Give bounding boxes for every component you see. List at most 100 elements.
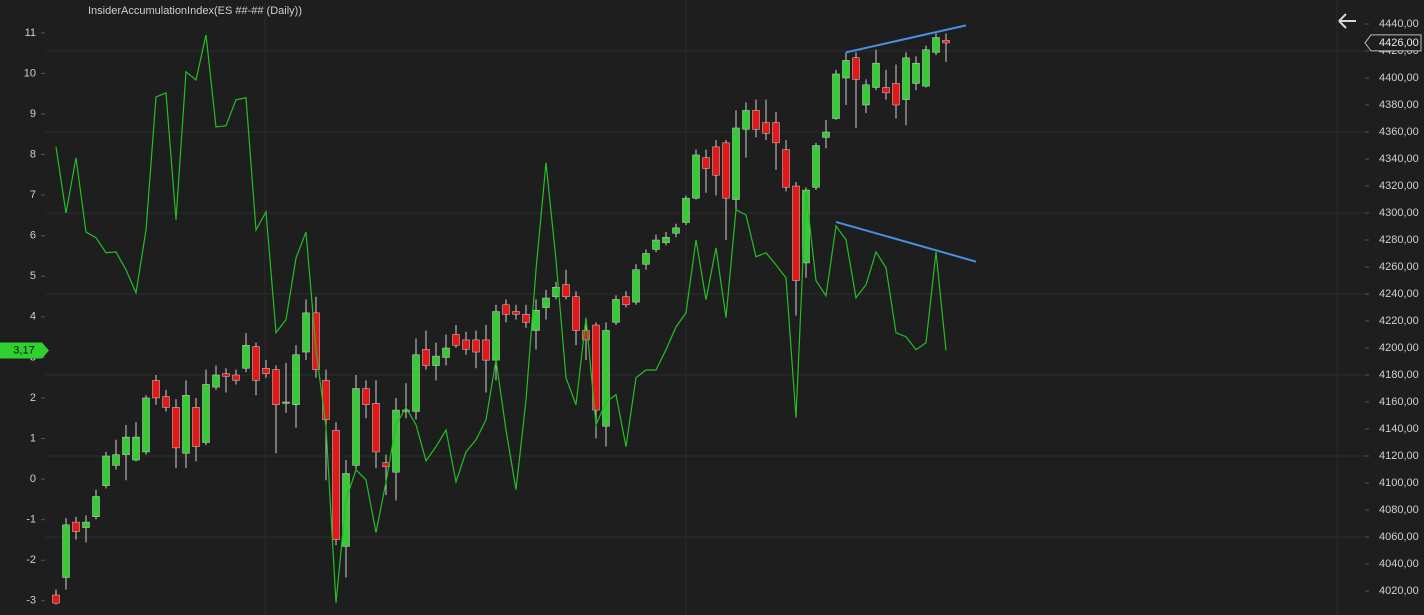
value-marker xyxy=(1364,34,1422,52)
candle-body xyxy=(912,62,920,84)
candle-body xyxy=(102,455,110,486)
y2-tick-label: 4140,00 xyxy=(1379,423,1419,435)
candle-body xyxy=(782,149,790,188)
candle-body xyxy=(592,324,600,411)
candle-body xyxy=(162,396,170,408)
y-tick-label: 4 xyxy=(30,311,36,323)
y-tick-label: -3 xyxy=(26,595,36,607)
candle-body xyxy=(862,84,870,106)
y2-tick-label: 4180,00 xyxy=(1379,369,1419,381)
candle-body xyxy=(222,373,230,377)
candle-body xyxy=(832,73,840,119)
candle-body xyxy=(772,122,780,144)
candle-body xyxy=(272,369,280,405)
y2-tick-label: 4020,00 xyxy=(1379,585,1419,597)
y-tick-label: 2 xyxy=(30,392,36,404)
candle-body xyxy=(372,403,380,453)
candle-body xyxy=(752,110,760,130)
candle-body xyxy=(872,62,880,88)
candle-body xyxy=(412,354,420,412)
y2-tick-label: 4380,00 xyxy=(1379,99,1419,111)
candle-body xyxy=(112,454,120,466)
candle-body xyxy=(662,237,670,243)
candle-body xyxy=(922,49,930,87)
candle-body xyxy=(442,347,450,358)
candle-body xyxy=(252,346,260,381)
candle-body xyxy=(142,397,150,453)
candle-body xyxy=(212,374,220,388)
candle-body xyxy=(612,299,620,323)
candle-body xyxy=(192,407,200,447)
trendline xyxy=(835,220,977,263)
candle-body xyxy=(722,142,730,199)
y-tick-label: 10 xyxy=(24,67,36,79)
y-tick-label: 1 xyxy=(30,432,36,444)
trendline xyxy=(845,24,967,54)
candle-body xyxy=(742,110,750,130)
value-marker xyxy=(0,342,49,359)
candle-body xyxy=(402,409,410,412)
candle-body xyxy=(672,227,680,234)
candle-body xyxy=(942,39,950,44)
candle-body xyxy=(462,339,470,350)
candle-body xyxy=(182,394,190,454)
candle-body xyxy=(652,239,660,250)
candle-body xyxy=(82,521,90,528)
candle-body xyxy=(432,355,440,366)
candle-body xyxy=(822,131,830,138)
candle-body xyxy=(122,436,130,455)
y2-tick-label: 4400,00 xyxy=(1379,72,1419,84)
candle-body xyxy=(342,473,350,547)
candle-body xyxy=(232,374,240,381)
candle-body xyxy=(512,311,520,315)
candle-body xyxy=(472,339,480,353)
y2-tick-label: 4300,00 xyxy=(1379,207,1419,219)
y2-tick-label: 4220,00 xyxy=(1379,315,1419,327)
value-marker-label: 4426,00 xyxy=(1379,37,1419,49)
candle-body xyxy=(52,594,60,604)
candle-body xyxy=(362,388,370,405)
candle-body xyxy=(852,57,860,80)
y2-tick-label: 4240,00 xyxy=(1379,288,1419,300)
candle-body xyxy=(242,345,250,369)
candle-body xyxy=(692,154,700,199)
candle-body xyxy=(422,349,430,366)
candle-body xyxy=(762,122,770,134)
y-tick-label: 7 xyxy=(30,189,36,201)
y-tick-label: 5 xyxy=(30,270,36,282)
back-button[interactable] xyxy=(1338,13,1356,29)
value-marker-label: 3,17 xyxy=(13,344,34,356)
y2-tick-label: 4280,00 xyxy=(1379,234,1419,246)
candle-body xyxy=(702,157,710,169)
y-tick-label: 9 xyxy=(30,108,36,120)
y-tick-label: 8 xyxy=(30,148,36,160)
candle-body xyxy=(502,304,510,315)
indicator-line xyxy=(55,34,947,603)
candle-body xyxy=(732,127,740,200)
candle-body xyxy=(352,388,360,466)
y2-tick-label: 4320,00 xyxy=(1379,180,1419,192)
candle-body xyxy=(202,384,210,443)
candle-body xyxy=(482,339,490,361)
candle-body xyxy=(312,312,320,370)
candle-body xyxy=(72,521,80,532)
candle-body xyxy=(712,146,720,176)
candle-body xyxy=(682,197,690,223)
chart-title: InsiderAccumulationIndex(ES ##-## (Daily… xyxy=(88,5,302,17)
candle-body xyxy=(62,524,70,578)
candle-body xyxy=(132,436,140,461)
candle-body xyxy=(602,330,610,427)
candle-body xyxy=(642,253,650,265)
y-tick-label: 6 xyxy=(30,230,36,242)
y2-tick-label: 4160,00 xyxy=(1379,396,1419,408)
candle-body xyxy=(552,287,560,297)
candle-body xyxy=(882,87,890,94)
y2-tick-label: 4120,00 xyxy=(1379,450,1419,462)
candle-body xyxy=(322,380,330,420)
candle-body xyxy=(292,354,300,405)
candle-body xyxy=(622,296,630,306)
y2-tick-label: 4080,00 xyxy=(1379,504,1419,516)
candle-body xyxy=(152,380,160,399)
y2-tick-label: 4040,00 xyxy=(1379,558,1419,570)
